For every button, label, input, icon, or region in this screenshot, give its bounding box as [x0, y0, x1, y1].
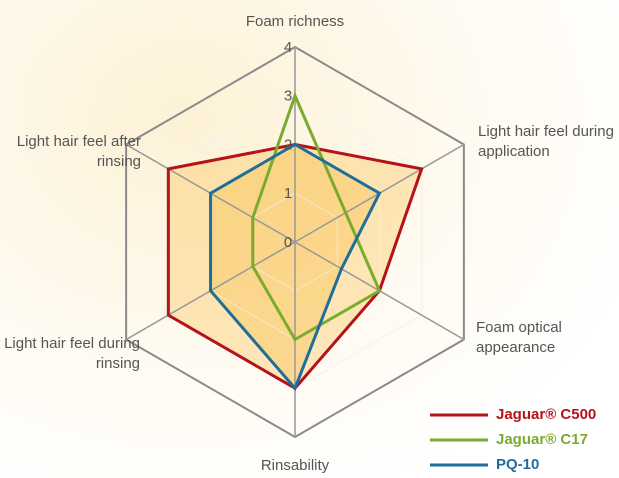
- axis-label: Light hair feel after rinsing: [16, 133, 141, 170]
- series-line: [209, 142, 382, 392]
- legend-label: Jaguar® C500: [496, 406, 596, 423]
- r-tick-label: 1: [284, 185, 292, 202]
- series-line: [251, 91, 382, 342]
- r-tick-label: 3: [284, 88, 292, 105]
- legend-label: PQ-10: [496, 456, 539, 473]
- r-tick-label: 2: [284, 136, 292, 153]
- axis-label: Foam richness: [245, 13, 345, 30]
- axis-label: Light hair feel during application: [478, 123, 614, 160]
- axis-label: Light hair feel during rinsing: [4, 335, 140, 372]
- r-tick-label: 4: [284, 39, 292, 56]
- r-tick-label: 0: [284, 234, 292, 251]
- axis-label: Foam optical appearance: [476, 319, 562, 356]
- legend-label: Jaguar® C17: [496, 431, 588, 448]
- axis-label: Rinsability: [260, 457, 330, 474]
